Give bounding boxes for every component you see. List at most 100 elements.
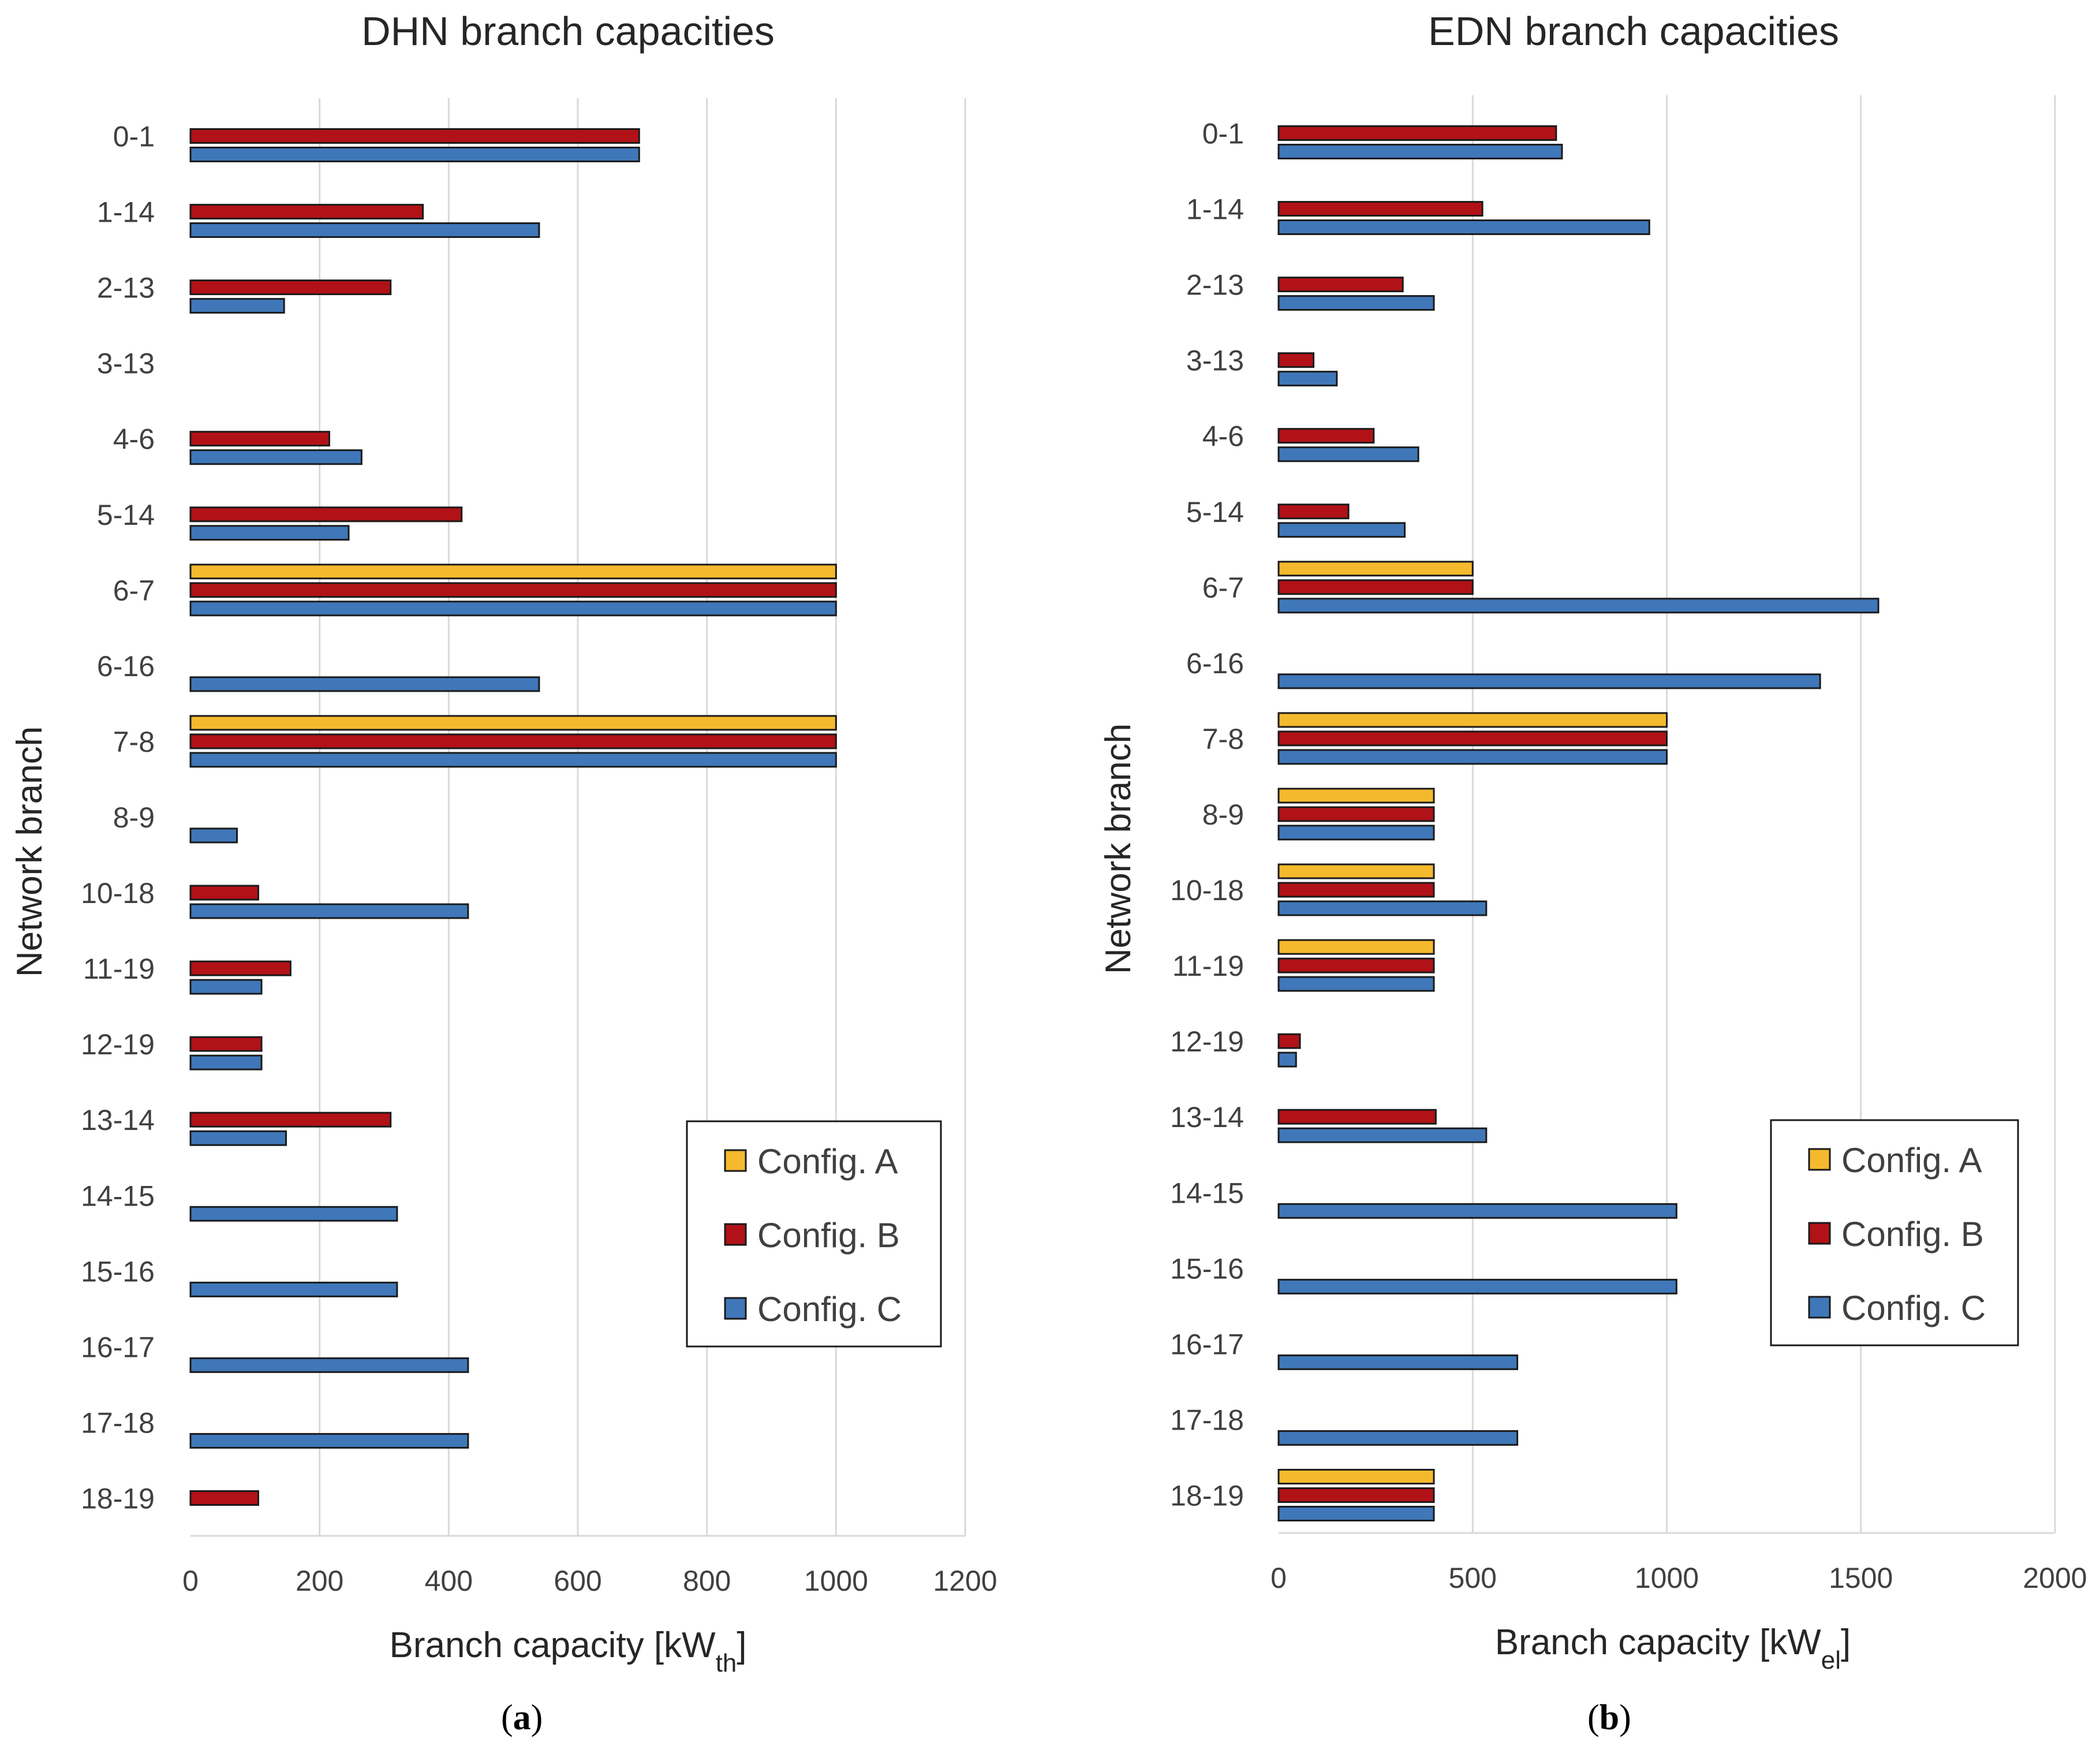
category-label: 13-14 — [1170, 1101, 1244, 1133]
x-tick-label: 800 — [683, 1565, 731, 1597]
category-label: 3-13 — [1186, 345, 1244, 377]
x-tick-label: 1000 — [804, 1565, 868, 1597]
bar-configa — [1277, 1468, 1435, 1484]
bar-configc — [1277, 749, 1668, 765]
bar-configc — [189, 676, 540, 692]
bar-configc — [1277, 1278, 1677, 1295]
x-tick-label: 200 — [296, 1565, 343, 1597]
bar-configa — [1277, 939, 1435, 955]
legend: Config. A Config. B Config. C — [686, 1120, 942, 1348]
caption-a: (a) — [501, 1698, 543, 1737]
x-tick-label: 1000 — [1635, 1562, 1699, 1594]
x-axis-label: Branch capacity [kWth] — [389, 1625, 746, 1677]
category-label: 0-1 — [1202, 118, 1244, 150]
bar-configb — [189, 279, 392, 296]
bar-configc — [189, 1054, 263, 1070]
legend-label: Config. B — [1841, 1215, 1984, 1254]
bar-configb — [1277, 730, 1668, 747]
bar-configc — [1277, 673, 1821, 689]
bar-configb — [1277, 957, 1435, 973]
bar-configc — [189, 752, 837, 768]
bar-configb — [189, 506, 463, 523]
bar-configc — [189, 903, 469, 919]
bar-configa — [1277, 561, 1474, 577]
bar-configb — [1277, 1109, 1437, 1125]
bar-configc — [189, 600, 837, 617]
bar-configb — [189, 1490, 259, 1506]
bar-configb — [1277, 503, 1350, 520]
x-tick-label: 1200 — [933, 1565, 997, 1597]
x-axis-label: Branch capacity [kWel] — [1495, 1622, 1851, 1674]
y-axis-label: Network branch — [1098, 723, 1138, 974]
category-label: 6-7 — [113, 575, 155, 607]
y-axis-label: Network branch — [10, 726, 50, 977]
bar-configc — [1277, 1127, 1488, 1143]
bar-configb — [1277, 428, 1375, 444]
bar-configb — [1277, 1487, 1435, 1503]
category-label: 17-18 — [81, 1407, 155, 1439]
category-label: 6-16 — [97, 650, 155, 682]
bar-configb — [1277, 1033, 1301, 1049]
category-label: 4-6 — [113, 423, 155, 456]
x-tick-label: 2000 — [2023, 1562, 2087, 1594]
bar-configc — [189, 222, 540, 238]
bar-configb — [189, 960, 292, 976]
bar-configb — [1277, 125, 1557, 141]
bar-configc — [189, 525, 350, 541]
bar-configb — [1277, 579, 1474, 595]
category-label: 6-16 — [1186, 647, 1244, 680]
legend: Config. A Config. B Config. C — [1770, 1119, 2019, 1346]
category-label: 12-19 — [81, 1028, 155, 1061]
chart-panel-dhn: 0-1 1-14 2-13 3-13 4-6 5-14 6-7 6-16 7-8 8-9 10-18… — [10, 9, 997, 1677]
category-label: 14-15 — [1170, 1177, 1244, 1209]
category-label: 7-8 — [113, 726, 155, 758]
bar-configc — [189, 1433, 469, 1449]
category-label: 6-7 — [1202, 572, 1244, 604]
bar-configc — [1277, 1354, 1519, 1370]
bar-configc — [189, 1130, 287, 1146]
bar-configc — [189, 979, 263, 995]
x-tick-label: 400 — [425, 1565, 473, 1597]
bar-configc — [189, 1206, 398, 1222]
bar-configc — [189, 1281, 398, 1297]
category-label: 1-14 — [97, 196, 155, 229]
x-tick-label: 0 — [1271, 1562, 1287, 1594]
bar-configb — [189, 885, 259, 901]
bar-configb — [1277, 352, 1315, 368]
category-label: 15-16 — [81, 1255, 155, 1288]
bar-configc — [189, 449, 363, 465]
category-label: 15-16 — [1170, 1252, 1244, 1285]
bar-configa — [189, 715, 837, 731]
bar-configa — [189, 564, 837, 580]
bar-configc — [1277, 219, 1650, 236]
legend-swatch — [724, 1297, 747, 1320]
bar-configc — [1277, 976, 1435, 992]
category-label: 14-15 — [81, 1180, 155, 1212]
caption-b: (b) — [1587, 1698, 1631, 1737]
category-label: 12-19 — [1170, 1025, 1244, 1058]
bar-configc — [189, 827, 238, 844]
category-label: 11-19 — [1172, 950, 1244, 982]
bar-configc — [1277, 144, 1563, 160]
bar-configa — [1277, 788, 1435, 804]
bar-configb — [1277, 806, 1435, 822]
bar-configc — [1277, 371, 1338, 387]
category-label: 5-14 — [1186, 496, 1244, 528]
x-tick-label: 0 — [182, 1565, 199, 1597]
x-tick-label: 600 — [554, 1565, 601, 1597]
bar-configc — [1277, 825, 1435, 841]
legend-swatch — [1808, 1222, 1831, 1245]
bar-configa — [1277, 863, 1435, 879]
bar-configc — [1277, 295, 1435, 311]
category-label: 13-14 — [81, 1104, 155, 1136]
bar-configa — [1277, 712, 1668, 728]
category-label: 4-6 — [1202, 420, 1244, 453]
legend-label: Config. C — [757, 1290, 902, 1329]
category-label: 0-1 — [113, 121, 155, 153]
category-label: 8-9 — [113, 801, 155, 834]
category-label: 16-17 — [1170, 1328, 1244, 1360]
chart-title: DHN branch capacities — [361, 9, 775, 54]
bar-configb — [1277, 882, 1435, 898]
